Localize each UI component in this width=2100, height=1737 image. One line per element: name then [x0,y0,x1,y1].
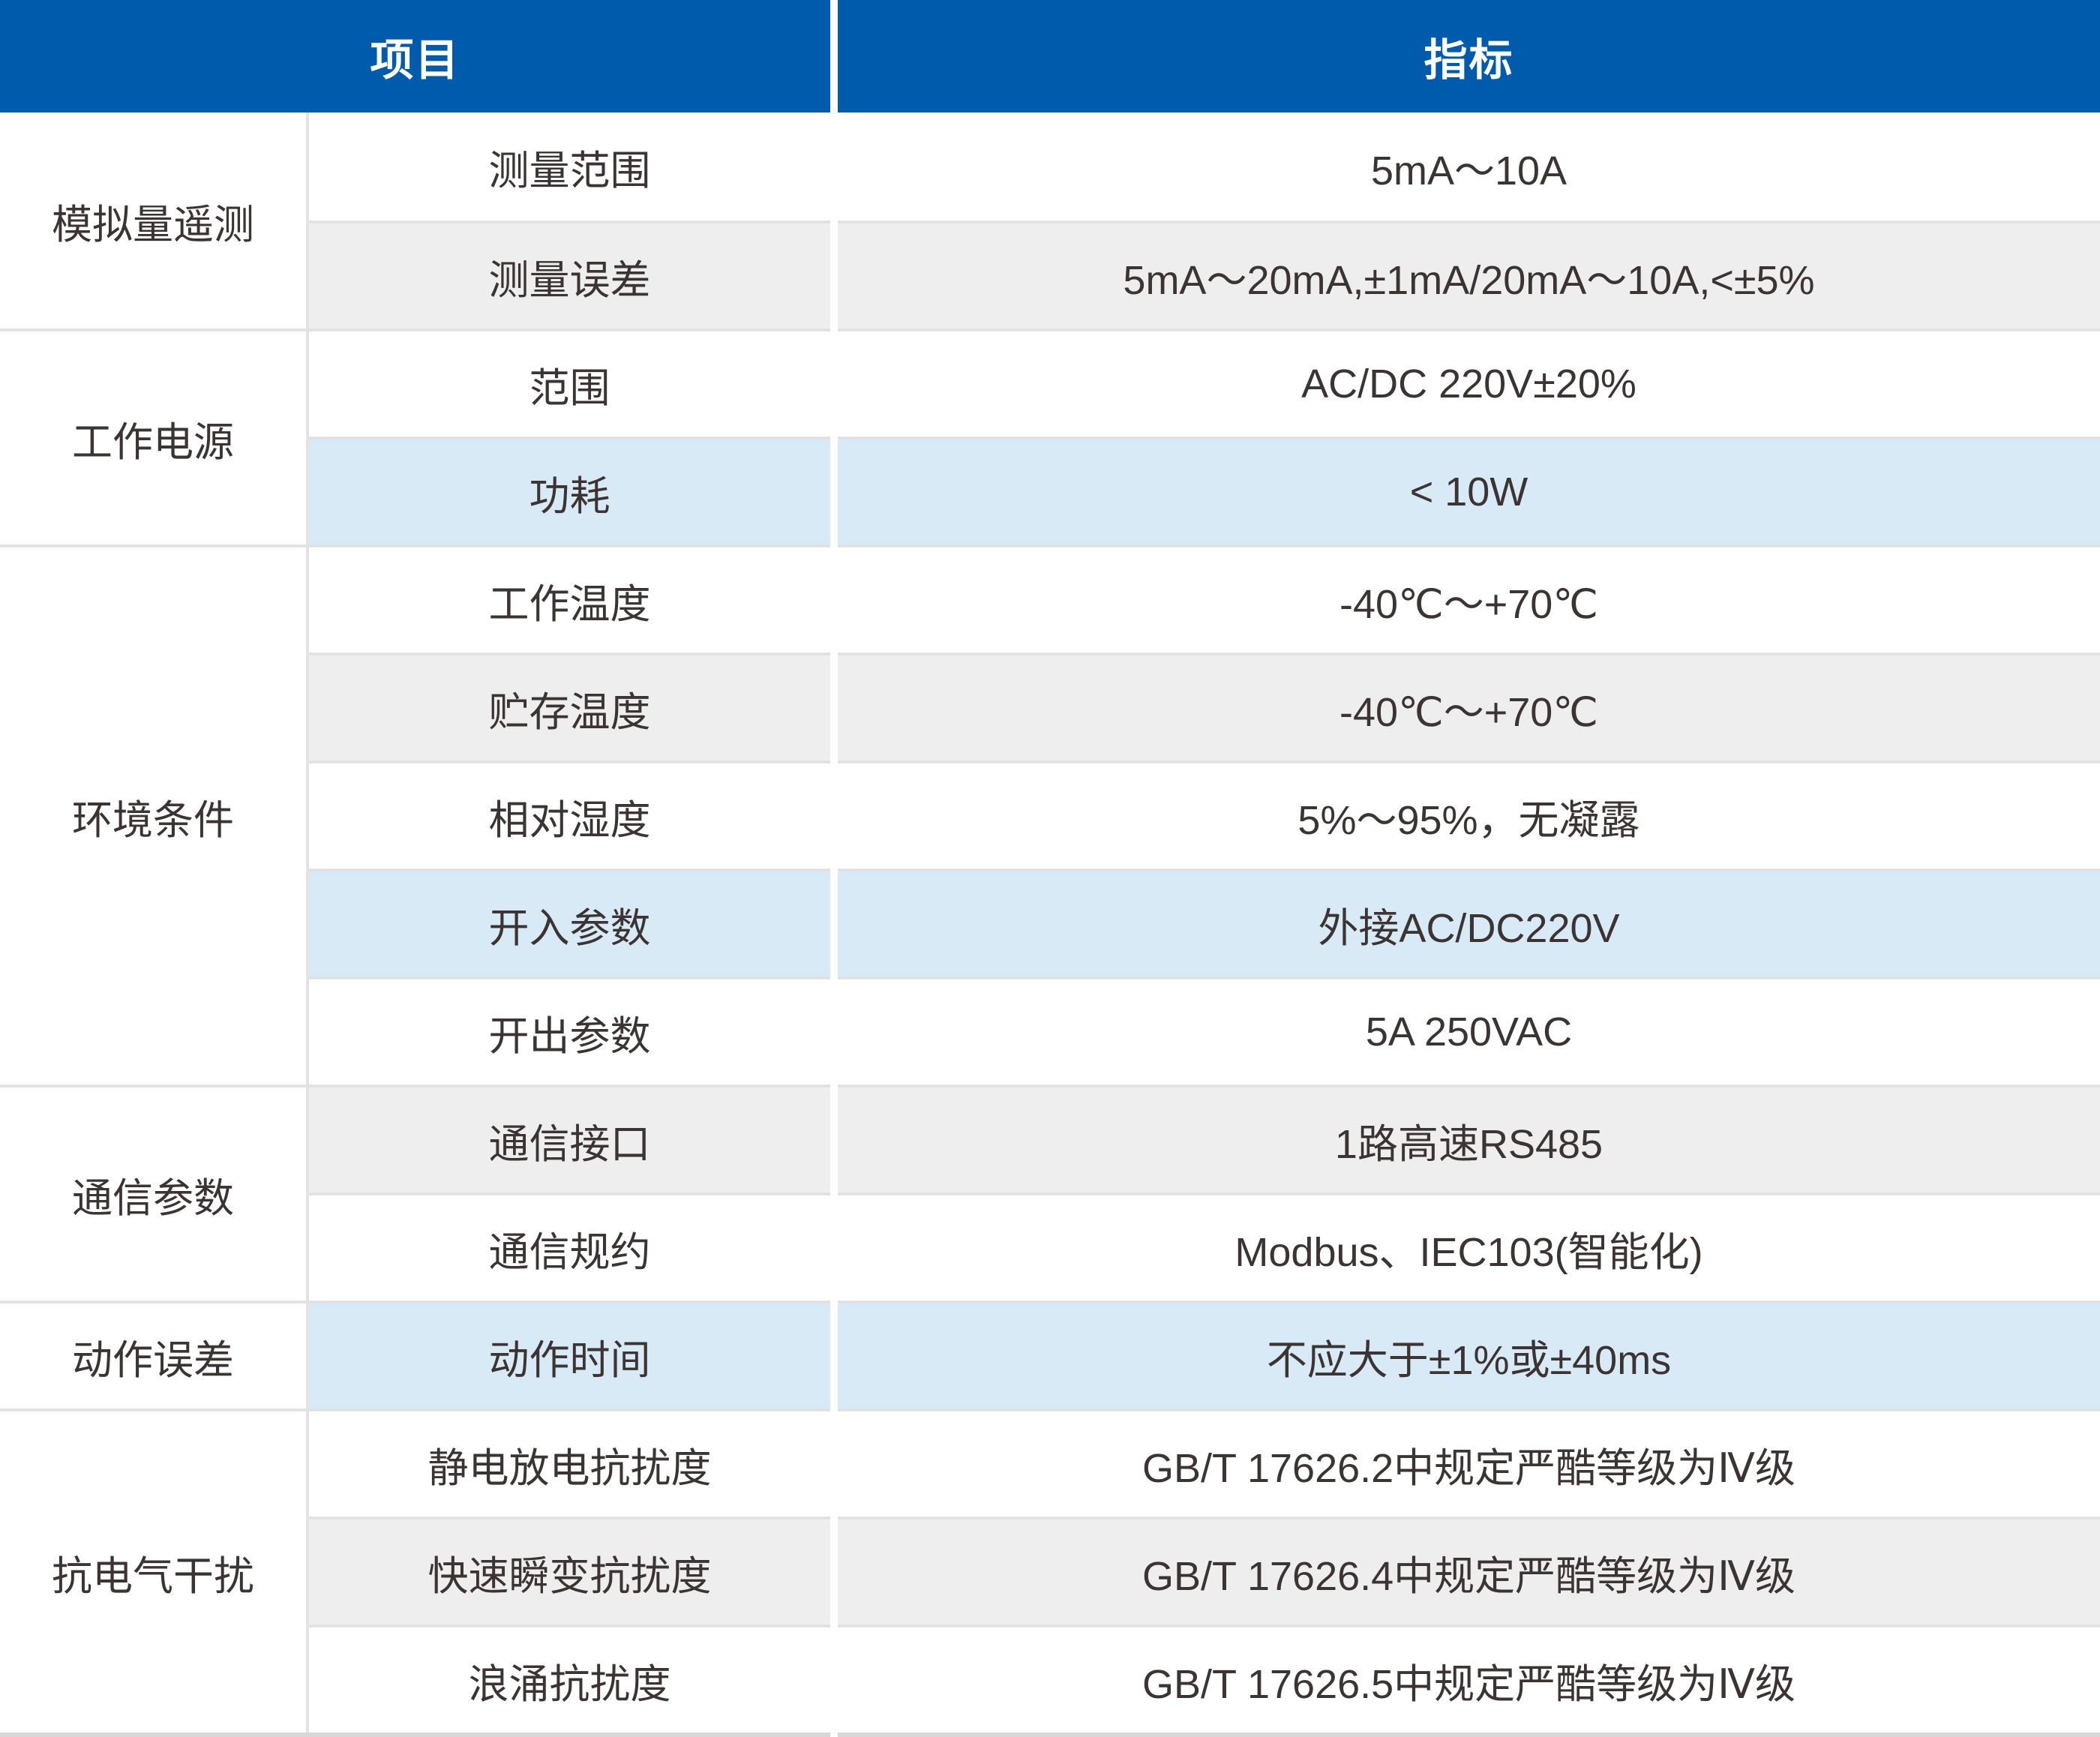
column-gap [830,1084,838,1192]
row-value: 5A 250VAC [838,976,2100,1084]
column-gap [830,976,838,1084]
table-row: 开出参数 5A 250VAC [309,976,2100,1084]
column-gap [830,112,838,220]
table-row: 通信接口 1路高速RS485 [309,1084,2100,1192]
row-value: < 10W [838,436,2100,544]
spec-group: 工作电源 范围 AC/DC 220V±20% 功耗 < 10W [0,328,2100,544]
table-row: 贮存温度 -40℃～+70℃ [309,652,2100,760]
column-gap [830,1516,838,1624]
table-row: 测量误差 5mA～20mA,±1mA/20mA～10A,<±5% [309,220,2100,328]
row-value: 外接AC/DC220V [838,868,2100,976]
column-divider [306,1408,309,1732]
row-item-label: 静电放电抗扰度 [309,1408,830,1516]
row-item-label: 开出参数 [309,976,830,1084]
bottom-border-right [838,1732,2100,1737]
table-row: 范围 AC/DC 220V±20% [309,328,2100,436]
table-row: 工作温度 -40℃～+70℃ [309,544,2100,652]
spec-table-body: 模拟量遥测 测量范围 5mA～10A 测量误差 5mA～20mA,±1mA/20mA～1… [0,112,2100,1732]
column-gap [830,868,838,976]
table-row: 功耗 < 10W [309,436,2100,544]
group-label: 动作误差 [0,1300,306,1408]
column-divider [306,544,309,1084]
group-label: 抗电气干扰 [0,1408,306,1732]
row-value: 不应大于±1%或±40ms [838,1300,2100,1408]
table-row: 开入参数 外接AC/DC220V [309,868,2100,976]
column-gap [830,1408,838,1516]
column-gap [830,436,838,544]
row-value: 5%～95%，无凝露 [838,760,2100,868]
row-item-label: 贮存温度 [309,652,830,760]
table-row: 测量范围 5mA～10A [309,112,2100,220]
column-gap [830,760,838,868]
column-gap [830,652,838,760]
row-item-label: 开入参数 [309,868,830,976]
row-item-label: 测量误差 [309,220,830,328]
row-item-label: 范围 [309,328,830,436]
row-item-label: 工作温度 [309,544,830,652]
group-rows: 静电放电抗扰度 GB/T 17626.2中规定严酷等级为Ⅳ级 快速瞬变抗扰度 GB/T… [309,1408,2100,1732]
column-divider [306,328,309,544]
row-value: GB/T 17626.5中规定严酷等级为Ⅳ级 [838,1624,2100,1732]
group-rows: 工作温度 -40℃～+70℃ 贮存温度 -40℃～+70℃ 相对湿度 5%～95%，无凝露… [309,544,2100,1084]
bottom-border-left [0,1732,830,1737]
group-rows: 范围 AC/DC 220V±20% 功耗 < 10W [309,328,2100,544]
group-label: 环境条件 [0,544,306,1084]
group-label: 通信参数 [0,1084,306,1300]
row-value: AC/DC 220V±20% [838,328,2100,436]
column-gap [830,220,838,328]
table-row: 快速瞬变抗扰度 GB/T 17626.4中规定严酷等级为Ⅳ级 [309,1516,2100,1624]
header-item-label: 项目 [370,36,460,85]
row-item-label: 相对湿度 [309,760,830,868]
row-value: Modbus、IEC103(智能化) [838,1192,2100,1300]
group-label: 模拟量遥测 [0,112,306,328]
table-row: 动作时间 不应大于±1%或±40ms [309,1300,2100,1408]
spec-group: 环境条件 工作温度 -40℃～+70℃ 贮存温度 -40℃～+70℃ 相对湿度 5%～95%… [0,544,2100,1084]
column-divider [306,112,309,328]
row-item-label: 动作时间 [309,1300,830,1408]
row-item-label: 功耗 [309,436,830,544]
table-row: 通信规约 Modbus、IEC103(智能化) [309,1192,2100,1300]
row-value: GB/T 17626.2中规定严酷等级为Ⅳ级 [838,1408,2100,1516]
row-item-label: 浪涌抗扰度 [309,1624,830,1732]
row-value: GB/T 17626.4中规定严酷等级为Ⅳ级 [838,1516,2100,1624]
row-value: -40℃～+70℃ [838,544,2100,652]
header-column-gap [830,0,838,112]
spec-group: 通信参数 通信接口 1路高速RS485 通信规约 Modbus、IEC103(智能化) [0,1084,2100,1300]
table-bottom-border [0,1732,2100,1737]
row-value: 5mA～20mA,±1mA/20mA～10A,<±5% [838,220,2100,328]
row-item-label: 通信规约 [309,1192,830,1300]
table-header: 项目 指标 [0,0,2100,112]
header-spec-column: 指标 [838,0,2100,112]
group-rows: 通信接口 1路高速RS485 通信规约 Modbus、IEC103(智能化) [309,1084,2100,1300]
group-label: 工作电源 [0,328,306,544]
spec-group: 模拟量遥测 测量范围 5mA～10A 测量误差 5mA～20mA,±1mA/20mA～1… [0,112,2100,328]
spec-group: 抗电气干扰 静电放电抗扰度 GB/T 17626.2中规定严酷等级为Ⅳ级 快速瞬变抗扰… [0,1408,2100,1732]
spec-group: 动作误差 动作时间 不应大于±1%或±40ms [0,1300,2100,1408]
table-row: 浪涌抗扰度 GB/T 17626.5中规定严酷等级为Ⅳ级 [309,1624,2100,1732]
group-rows: 测量范围 5mA～10A 测量误差 5mA～20mA,±1mA/20mA～10A,<±… [309,112,2100,328]
column-gap [830,544,838,652]
row-item-label: 快速瞬变抗扰度 [309,1516,830,1624]
column-divider [306,1084,309,1300]
group-rows: 动作时间 不应大于±1%或±40ms [309,1300,2100,1408]
column-gap [830,1192,838,1300]
row-item-label: 通信接口 [309,1084,830,1192]
table-row: 相对湿度 5%～95%，无凝露 [309,760,2100,868]
row-value: 5mA～10A [838,112,2100,220]
column-divider [306,1300,309,1408]
header-spec-label: 指标 [1424,36,1514,85]
column-gap [830,1624,838,1732]
column-gap [830,1300,838,1408]
row-value: -40℃～+70℃ [838,652,2100,760]
header-item-column: 项目 [0,0,830,112]
row-item-label: 测量范围 [309,112,830,220]
bottom-border-gap [830,1732,838,1737]
row-value: 1路高速RS485 [838,1084,2100,1192]
table-row: 静电放电抗扰度 GB/T 17626.2中规定严酷等级为Ⅳ级 [309,1408,2100,1516]
column-gap [830,328,838,436]
